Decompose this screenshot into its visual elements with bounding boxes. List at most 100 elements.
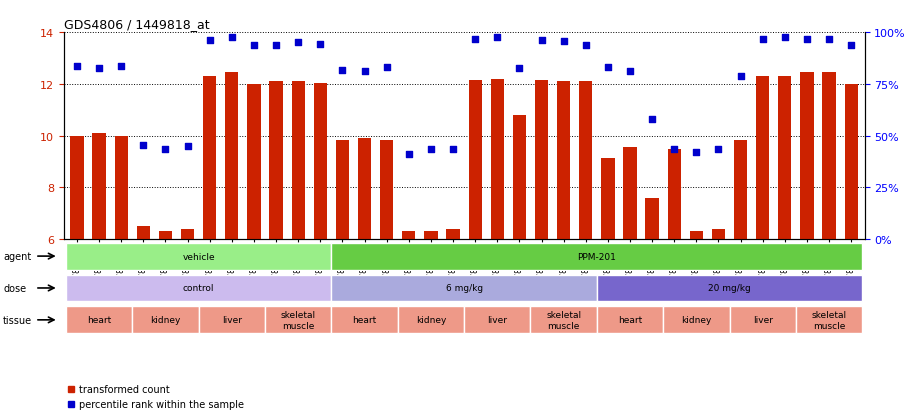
FancyBboxPatch shape	[331, 243, 863, 270]
Bar	[291, 82, 305, 240]
Bar	[623, 148, 637, 240]
Point	[158, 146, 173, 152]
FancyBboxPatch shape	[597, 307, 663, 333]
Bar	[380, 140, 393, 240]
FancyBboxPatch shape	[597, 275, 863, 301]
FancyBboxPatch shape	[464, 307, 531, 333]
Bar	[402, 232, 416, 240]
Bar	[93, 134, 106, 240]
Point	[534, 38, 549, 44]
Point	[313, 41, 328, 48]
Point	[601, 64, 615, 71]
Bar	[756, 77, 769, 240]
Bar	[181, 229, 194, 240]
FancyBboxPatch shape	[796, 307, 863, 333]
Text: kidney: kidney	[150, 316, 181, 325]
Point	[556, 39, 571, 45]
Text: tissue: tissue	[4, 315, 33, 325]
Point	[490, 35, 504, 41]
FancyBboxPatch shape	[132, 307, 198, 333]
Text: liver: liver	[487, 316, 507, 325]
Text: skeletal
muscle: skeletal muscle	[546, 311, 581, 330]
Point	[202, 38, 217, 44]
Text: PPM-201: PPM-201	[577, 252, 616, 261]
Bar	[159, 232, 172, 240]
Point	[401, 151, 416, 158]
Text: skeletal
muscle: skeletal muscle	[280, 311, 316, 330]
Point	[800, 36, 814, 43]
Point	[335, 67, 349, 74]
Text: kidney: kidney	[416, 316, 446, 325]
Point	[291, 40, 306, 47]
Text: 20 mg/kg: 20 mg/kg	[708, 284, 751, 293]
Bar	[203, 77, 217, 240]
Bar	[645, 198, 659, 240]
Point	[622, 69, 637, 75]
FancyBboxPatch shape	[331, 275, 597, 301]
Bar	[336, 140, 349, 240]
Point	[645, 116, 660, 123]
FancyBboxPatch shape	[331, 307, 398, 333]
FancyBboxPatch shape	[531, 307, 597, 333]
FancyBboxPatch shape	[66, 275, 331, 301]
Bar	[668, 149, 681, 240]
Point	[822, 36, 836, 43]
Text: liver: liver	[222, 316, 242, 325]
Text: vehicle: vehicle	[182, 252, 215, 261]
Text: agent: agent	[4, 252, 32, 261]
Point	[667, 146, 682, 152]
Point	[777, 35, 792, 41]
Bar	[579, 82, 592, 240]
Text: 6 mg/kg: 6 mg/kg	[446, 284, 482, 293]
Point	[468, 36, 482, 43]
Point	[136, 142, 151, 149]
Bar	[712, 229, 725, 240]
Point	[755, 36, 770, 43]
FancyBboxPatch shape	[663, 307, 730, 333]
Bar	[469, 81, 481, 240]
Text: dose: dose	[4, 283, 26, 293]
Point	[424, 146, 439, 152]
Bar	[778, 77, 792, 240]
Bar	[424, 232, 438, 240]
Point	[512, 66, 527, 73]
Bar	[490, 79, 504, 240]
Legend: transformed count, percentile rank within the sample: transformed count, percentile rank withi…	[64, 380, 248, 413]
Point	[579, 43, 593, 49]
Point	[180, 143, 195, 150]
Point	[247, 43, 261, 49]
Point	[70, 63, 85, 70]
FancyBboxPatch shape	[198, 307, 265, 333]
FancyBboxPatch shape	[398, 307, 464, 333]
Point	[733, 74, 748, 80]
Bar	[535, 81, 548, 240]
Point	[712, 146, 726, 152]
Bar	[690, 232, 703, 240]
Point	[689, 150, 703, 157]
Bar	[248, 85, 260, 240]
FancyBboxPatch shape	[265, 307, 331, 333]
Bar	[225, 73, 238, 240]
Bar	[734, 140, 747, 240]
Text: skeletal
muscle: skeletal muscle	[812, 311, 846, 330]
Text: liver: liver	[753, 316, 773, 325]
Bar	[801, 73, 814, 240]
Point	[268, 43, 283, 49]
Bar	[115, 136, 127, 240]
Text: heart: heart	[618, 316, 642, 325]
Bar	[844, 85, 858, 240]
Bar	[447, 229, 460, 240]
Text: heart: heart	[352, 316, 377, 325]
Bar	[358, 139, 371, 240]
Bar	[823, 73, 835, 240]
Text: heart: heart	[87, 316, 111, 325]
Point	[114, 63, 128, 70]
Text: kidney: kidney	[682, 316, 712, 325]
Point	[844, 43, 858, 49]
Bar	[557, 82, 571, 240]
Text: GDS4806 / 1449818_at: GDS4806 / 1449818_at	[64, 17, 209, 31]
Text: control: control	[183, 284, 215, 293]
Bar	[269, 82, 283, 240]
Point	[92, 66, 106, 73]
FancyBboxPatch shape	[66, 307, 132, 333]
